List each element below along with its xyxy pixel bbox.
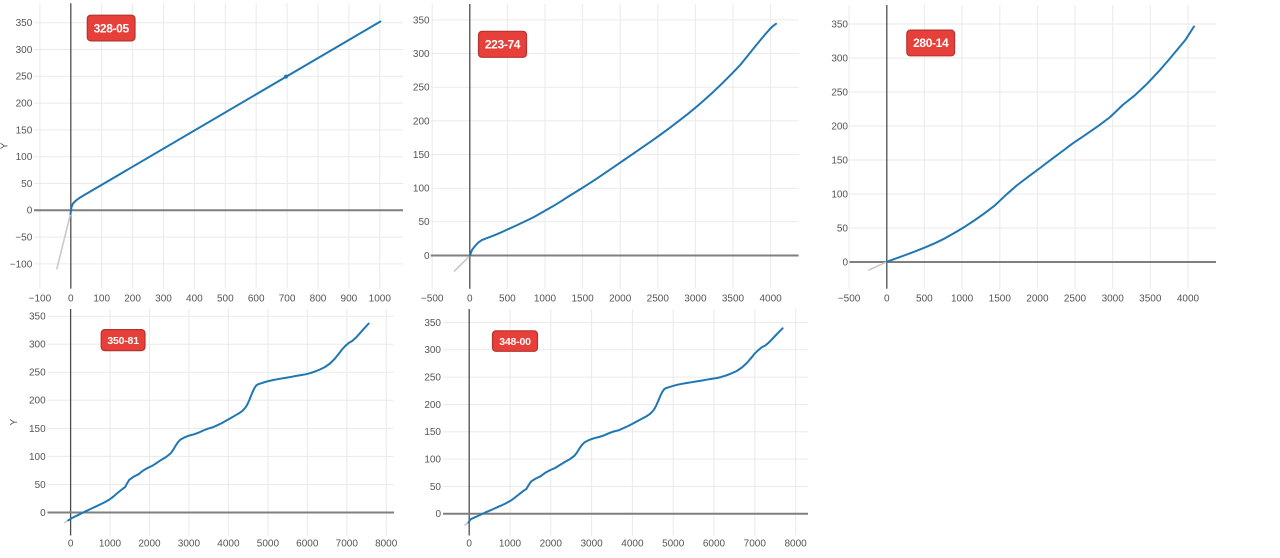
svg-text:3000: 3000 — [1102, 293, 1125, 304]
svg-text:2000: 2000 — [1026, 293, 1049, 304]
svg-text:0: 0 — [68, 539, 74, 550]
svg-text:300: 300 — [155, 293, 172, 304]
svg-text:500: 500 — [499, 293, 516, 304]
svg-text:Y: Y — [0, 142, 11, 149]
svg-text:0: 0 — [27, 206, 33, 217]
svg-text:7000: 7000 — [336, 539, 359, 550]
svg-text:328-05: 328-05 — [94, 21, 130, 35]
svg-text:500: 500 — [217, 293, 234, 304]
svg-text:8000: 8000 — [784, 539, 807, 550]
svg-text:700: 700 — [279, 293, 296, 304]
svg-text:6000: 6000 — [703, 539, 726, 550]
svg-text:Y: Y — [9, 419, 20, 426]
svg-text:0: 0 — [466, 539, 472, 550]
svg-text:0: 0 — [424, 251, 430, 262]
svg-text:300: 300 — [29, 340, 46, 351]
svg-text:3500: 3500 — [722, 293, 745, 304]
svg-text:−500: −500 — [838, 293, 861, 304]
svg-text:4000: 4000 — [621, 539, 644, 550]
svg-text:300: 300 — [16, 45, 33, 56]
svg-text:150: 150 — [413, 150, 430, 161]
svg-text:−100: −100 — [29, 293, 52, 304]
svg-text:250: 250 — [413, 83, 430, 94]
svg-text:3000: 3000 — [178, 539, 201, 550]
svg-text:2000: 2000 — [540, 539, 563, 550]
svg-text:1000: 1000 — [369, 293, 392, 304]
svg-text:100: 100 — [93, 293, 110, 304]
svg-text:250: 250 — [424, 373, 441, 384]
svg-text:0: 0 — [884, 293, 890, 304]
svg-text:300: 300 — [831, 53, 848, 64]
svg-text:150: 150 — [424, 427, 441, 438]
svg-text:223-74: 223-74 — [485, 38, 521, 52]
svg-text:200: 200 — [831, 121, 848, 132]
svg-text:200: 200 — [16, 99, 33, 110]
svg-text:3000: 3000 — [684, 293, 707, 304]
svg-text:7000: 7000 — [744, 539, 767, 550]
svg-text:350: 350 — [424, 318, 441, 329]
svg-text:1500: 1500 — [989, 293, 1012, 304]
svg-text:280-14: 280-14 — [913, 36, 949, 50]
svg-text:2500: 2500 — [1064, 293, 1087, 304]
svg-text:2500: 2500 — [647, 293, 670, 304]
svg-text:500: 500 — [916, 293, 933, 304]
svg-text:0: 0 — [467, 293, 473, 304]
svg-text:1500: 1500 — [571, 293, 594, 304]
svg-text:50: 50 — [21, 179, 33, 190]
svg-text:1000: 1000 — [534, 293, 557, 304]
svg-text:6000: 6000 — [296, 539, 319, 550]
svg-text:600: 600 — [248, 293, 265, 304]
svg-text:−100: −100 — [10, 259, 33, 270]
svg-text:5000: 5000 — [257, 539, 280, 550]
svg-text:250: 250 — [29, 368, 46, 379]
svg-text:800: 800 — [310, 293, 327, 304]
svg-text:8000: 8000 — [375, 539, 398, 550]
svg-text:50: 50 — [837, 223, 849, 234]
svg-text:3000: 3000 — [580, 539, 603, 550]
svg-text:50: 50 — [418, 217, 430, 228]
svg-text:100: 100 — [831, 189, 848, 200]
svg-text:100: 100 — [424, 455, 441, 466]
svg-text:150: 150 — [16, 125, 33, 136]
svg-text:0: 0 — [842, 257, 848, 268]
svg-text:250: 250 — [16, 72, 33, 83]
svg-text:1000: 1000 — [99, 539, 122, 550]
svg-text:300: 300 — [413, 49, 430, 60]
svg-text:350-81: 350-81 — [107, 335, 139, 347]
svg-text:1000: 1000 — [951, 293, 974, 304]
svg-text:−500: −500 — [421, 293, 444, 304]
svg-text:0: 0 — [68, 293, 74, 304]
svg-text:350: 350 — [831, 19, 848, 30]
svg-text:100: 100 — [413, 184, 430, 195]
svg-text:200: 200 — [424, 400, 441, 411]
svg-text:100: 100 — [29, 452, 46, 463]
svg-text:400: 400 — [186, 293, 203, 304]
svg-text:0: 0 — [40, 508, 46, 519]
svg-text:150: 150 — [29, 424, 46, 435]
svg-text:4000: 4000 — [1177, 293, 1200, 304]
svg-text:2000: 2000 — [138, 539, 161, 550]
svg-text:200: 200 — [29, 396, 46, 407]
svg-text:150: 150 — [831, 155, 848, 166]
svg-text:0: 0 — [435, 509, 441, 520]
svg-text:350: 350 — [29, 312, 46, 323]
svg-text:350: 350 — [16, 18, 33, 29]
svg-text:1000: 1000 — [499, 539, 522, 550]
svg-text:348-00: 348-00 — [499, 336, 531, 348]
svg-text:100: 100 — [16, 152, 33, 163]
svg-text:4000: 4000 — [217, 539, 240, 550]
svg-text:50: 50 — [35, 480, 47, 491]
svg-text:50: 50 — [430, 482, 442, 493]
svg-text:300: 300 — [424, 345, 441, 356]
svg-text:200: 200 — [413, 116, 430, 127]
svg-text:3500: 3500 — [1139, 293, 1162, 304]
svg-text:2000: 2000 — [609, 293, 632, 304]
svg-text:−50: −50 — [15, 233, 32, 244]
svg-text:5000: 5000 — [662, 539, 685, 550]
svg-text:350: 350 — [413, 15, 430, 26]
svg-text:900: 900 — [341, 293, 358, 304]
svg-text:200: 200 — [124, 293, 141, 304]
svg-text:250: 250 — [831, 87, 848, 98]
svg-text:4000: 4000 — [759, 293, 782, 304]
